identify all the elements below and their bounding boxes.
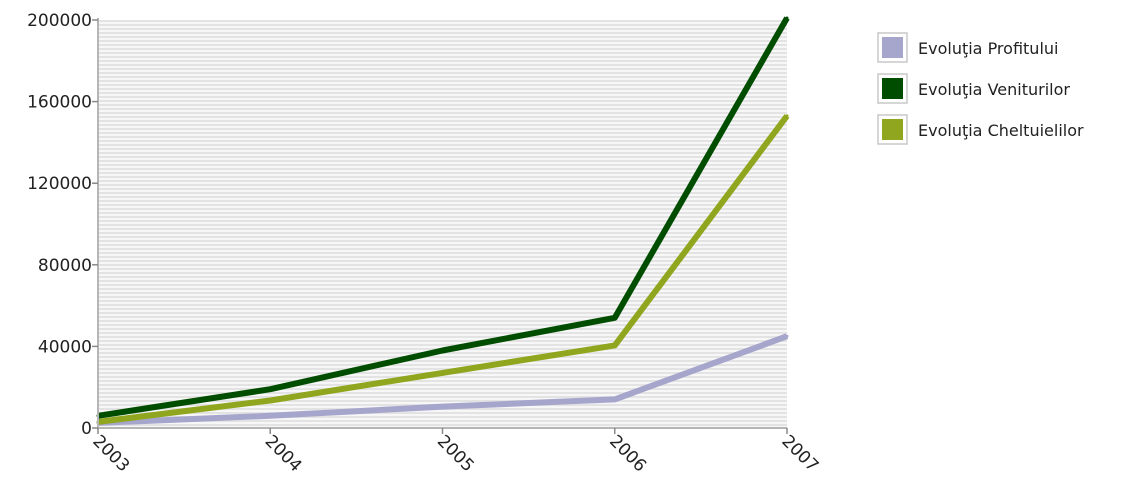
data-point — [441, 348, 444, 352]
data-point — [268, 414, 272, 418]
data-point — [613, 397, 617, 401]
x-tick-label: 2003 — [88, 431, 133, 476]
data-point — [441, 371, 444, 375]
data-point — [785, 334, 789, 338]
series-layer — [96, 16, 790, 426]
plot-background — [98, 20, 787, 428]
y-tick-label: 0 — [81, 419, 92, 439]
y-tick-label: 40000 — [38, 337, 92, 357]
y-tick-label: 80000 — [38, 256, 92, 276]
data-point — [613, 343, 617, 347]
legend-swatch — [882, 78, 903, 99]
y-tick-label: 160000 — [27, 93, 92, 113]
legend-swatch — [882, 119, 903, 140]
data-point — [268, 387, 272, 391]
y-tick-label: 200000 — [27, 11, 92, 31]
data-point — [613, 316, 617, 320]
data-point — [441, 405, 444, 409]
legend: Evoluţia Profitului Evoluţia Veniturilor E… — [877, 32, 1084, 145]
data-point — [268, 398, 272, 402]
x-tick-label: 2005 — [433, 431, 478, 476]
data-point — [785, 16, 789, 20]
data-point — [785, 114, 789, 118]
y-tick-label: 120000 — [27, 174, 92, 194]
x-tick-label: 2007 — [777, 431, 822, 476]
legend-swatch — [882, 37, 903, 58]
legend-label: Evoluţia Profitului — [918, 39, 1058, 58]
x-tick-label: 2004 — [261, 431, 306, 476]
legend-label: Evoluţia Cheltuielilor — [918, 121, 1084, 140]
legend-label: Evoluţia Veniturilor — [918, 80, 1070, 99]
x-tick-label: 2006 — [605, 431, 650, 476]
